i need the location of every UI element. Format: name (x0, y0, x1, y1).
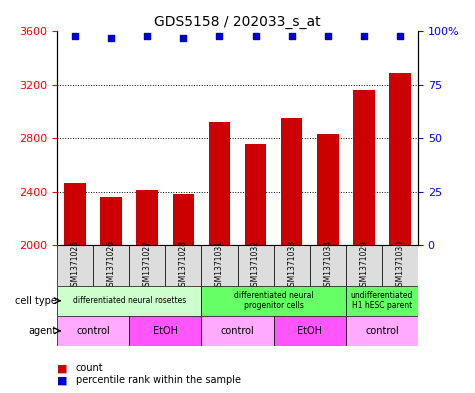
Text: control: control (76, 326, 110, 336)
Point (71, 33, 79, 39)
FancyBboxPatch shape (238, 246, 274, 286)
FancyBboxPatch shape (274, 246, 310, 286)
Point (180, 35, 187, 41)
Text: differentiated neural rosettes: differentiated neural rosettes (73, 296, 186, 305)
FancyBboxPatch shape (129, 246, 165, 286)
Text: GSM1371031: GSM1371031 (215, 240, 224, 291)
FancyBboxPatch shape (346, 316, 418, 346)
FancyBboxPatch shape (129, 316, 201, 346)
FancyBboxPatch shape (274, 316, 346, 346)
Text: count: count (76, 364, 104, 373)
FancyBboxPatch shape (93, 246, 129, 286)
Point (143, 33, 151, 39)
Point (396, 33, 404, 39)
Point (216, 33, 223, 39)
FancyBboxPatch shape (201, 316, 274, 346)
Bar (281, 118, 303, 393)
Point (107, 35, 115, 41)
Title: GDS5158 / 202033_s_at: GDS5158 / 202033_s_at (154, 15, 321, 29)
FancyBboxPatch shape (346, 246, 382, 286)
Text: EtOH: EtOH (153, 326, 178, 336)
Text: GSM1371025: GSM1371025 (71, 240, 79, 291)
Text: control: control (365, 326, 399, 336)
Bar (136, 190, 158, 393)
Bar (172, 194, 194, 393)
FancyBboxPatch shape (346, 286, 418, 316)
Text: ■: ■ (57, 375, 67, 385)
FancyBboxPatch shape (165, 246, 201, 286)
Text: differentiated neural
progenitor cells: differentiated neural progenitor cells (234, 291, 314, 310)
Text: percentile rank within the sample: percentile rank within the sample (76, 375, 241, 385)
Point (360, 33, 368, 39)
Text: ■: ■ (57, 364, 67, 373)
Bar (245, 145, 266, 393)
Text: GSM1371029: GSM1371029 (360, 240, 368, 291)
Text: GSM1371026: GSM1371026 (107, 240, 115, 291)
Bar (209, 122, 230, 393)
Point (324, 33, 332, 39)
Text: EtOH: EtOH (297, 326, 322, 336)
FancyBboxPatch shape (201, 286, 346, 316)
Text: cell type: cell type (15, 296, 57, 306)
FancyBboxPatch shape (201, 246, 238, 286)
Bar (353, 90, 375, 393)
Text: agent: agent (29, 326, 57, 336)
Text: GSM1371034: GSM1371034 (323, 240, 332, 291)
Text: undifferentiated
H1 hESC parent: undifferentiated H1 hESC parent (351, 291, 413, 310)
Point (288, 33, 295, 39)
FancyBboxPatch shape (57, 286, 201, 316)
FancyBboxPatch shape (382, 246, 418, 286)
Bar (100, 197, 122, 393)
Bar (64, 183, 86, 393)
Text: GSM1371032: GSM1371032 (251, 240, 260, 291)
Bar (389, 73, 411, 393)
FancyBboxPatch shape (57, 316, 129, 346)
Text: GSM1371030: GSM1371030 (396, 240, 404, 291)
Text: GSM1371033: GSM1371033 (287, 240, 296, 291)
FancyBboxPatch shape (57, 246, 93, 286)
Bar (317, 134, 339, 393)
Text: control: control (220, 326, 255, 336)
Text: GSM1371027: GSM1371027 (143, 240, 152, 291)
Text: GSM1371028: GSM1371028 (179, 240, 188, 291)
FancyBboxPatch shape (310, 246, 346, 286)
Point (252, 33, 259, 39)
